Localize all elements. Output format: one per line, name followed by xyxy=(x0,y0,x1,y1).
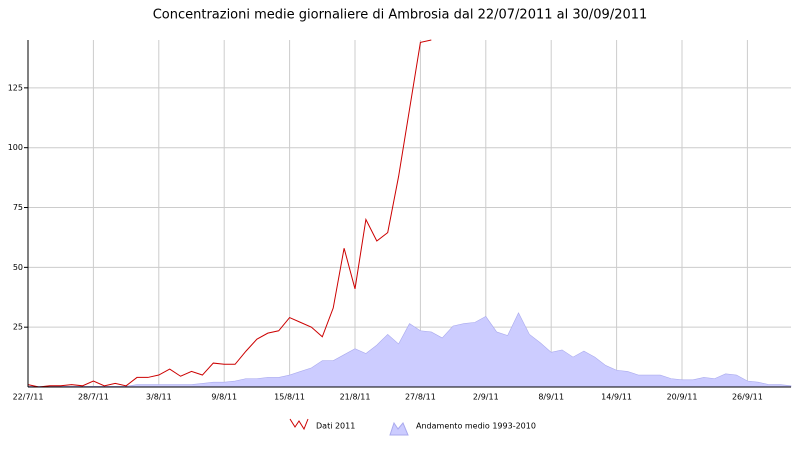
y-tick-label: 50 xyxy=(13,263,23,272)
x-tick-label: 8/9/11 xyxy=(538,393,564,402)
x-tick-label: 3/8/11 xyxy=(146,393,172,402)
x-tick-label: 9/8/11 xyxy=(211,393,237,402)
legend-label: Andamento medio 1993-2010 xyxy=(416,422,536,431)
legend-icon xyxy=(289,418,309,431)
x-tick-label: 14/9/11 xyxy=(601,393,632,402)
area xyxy=(27,312,792,388)
y-tick-label: 75 xyxy=(13,203,23,212)
x-tick-label: 27/8/11 xyxy=(405,393,436,402)
y-tick-label: 25 xyxy=(13,323,23,332)
y-tick-label: 100 xyxy=(8,143,23,152)
legend-icon xyxy=(389,421,409,436)
line xyxy=(27,39,432,388)
chart-title: Concentrazioni medie giornaliere di Ambr… xyxy=(153,8,648,23)
x-tick-label: 22/7/11 xyxy=(13,393,44,402)
x-tick-label: 15/8/11 xyxy=(274,393,305,402)
x-tick-label: 20/9/11 xyxy=(667,393,698,402)
legend-label: Dati 2011 xyxy=(316,422,355,431)
y-tick-label: 125 xyxy=(8,83,23,92)
x-tick-label: 2/9/11 xyxy=(473,393,499,402)
x-tick-label: 28/7/11 xyxy=(78,393,109,402)
x-tick-label: 21/8/11 xyxy=(340,393,371,402)
x-tick-label: 26/9/11 xyxy=(732,393,763,402)
